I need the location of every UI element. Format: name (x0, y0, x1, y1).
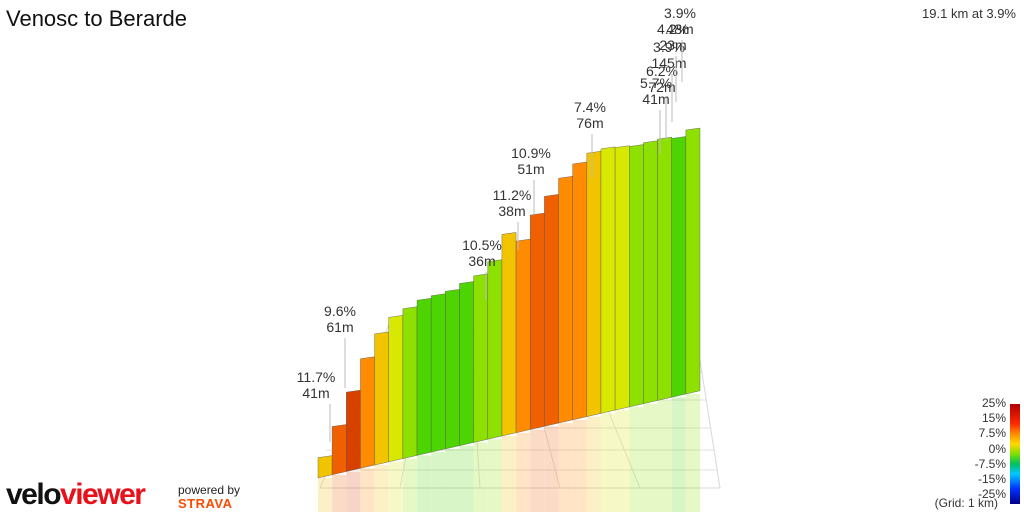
profile-segment (614, 145, 630, 411)
legend-label: 0% (988, 441, 1006, 456)
climb-grade-label: 3.9% (664, 5, 696, 21)
reflection-segment (544, 426, 559, 512)
profile-segments (317, 127, 701, 479)
reflection-segment (360, 468, 375, 512)
profile-segment (657, 136, 672, 401)
reflection-segment (530, 429, 545, 512)
climb-elevation-label: 41m (302, 385, 329, 401)
reflection-segment (459, 445, 474, 512)
climb-elevation-label: 72m (648, 79, 675, 95)
profile-segment (487, 259, 503, 440)
reflection-segment (445, 448, 460, 512)
climb-grade-label: 3.9% (653, 39, 685, 55)
climb-summary: 19.1 km at 3.9% (922, 6, 1016, 21)
climb-grade-label: 11.2% (493, 187, 532, 203)
chart-title: Venosc to Berarde (6, 6, 188, 31)
profile-segment (586, 150, 602, 417)
reflection-segment (586, 416, 601, 512)
climb-elevation-label: 38m (498, 203, 525, 219)
gradient-legend-labels: 25% 15% 7.5% 0% -7.5% -15% -25% (946, 396, 1006, 502)
reflection-segment (318, 478, 333, 512)
veloviewer-logo[interactable]: veloviewer (6, 478, 146, 512)
legend-label: -15% (977, 471, 1006, 486)
climb-elevation-label: 48m (666, 21, 693, 37)
profile-segment (317, 455, 333, 479)
reflection-segment (501, 436, 517, 512)
reflection-segment (600, 413, 616, 512)
climb-elevation-label: 76m (576, 115, 603, 131)
reflection-segment (473, 442, 488, 512)
legend-label: 7.5% (978, 426, 1006, 441)
climb-elevation-label: 41m (642, 91, 669, 107)
reflection-segment (516, 432, 531, 512)
powered-by-text: powered by (178, 483, 241, 497)
gradient-legend-bar (1010, 404, 1020, 504)
climb-grade-label: 10.5% (462, 237, 502, 253)
climb-grade-label: 10.9% (511, 145, 551, 161)
climb-annotations: 11.7%41m9.6%61m10.5%36m11.2%38m10.9%51m7… (297, 5, 696, 442)
reflection-segment (374, 465, 389, 512)
climb-grade-label: 5.7% (640, 75, 672, 91)
reflection-segment (629, 406, 644, 512)
profile-segment (544, 194, 559, 427)
legend-label: -25% (977, 487, 1006, 502)
climb-elevation-label: 145m (651, 55, 686, 71)
strava-logo[interactable]: STRAVA (178, 496, 233, 511)
climb-elevation-label: 51m (517, 161, 544, 177)
profile-segment (671, 136, 687, 398)
profile-segment (558, 176, 573, 424)
reflection-segment (558, 423, 573, 512)
profile-segment (388, 315, 404, 463)
reflection-segment (572, 419, 587, 512)
reflection-segment (657, 400, 672, 512)
profile-segment (374, 331, 389, 466)
profile-segment (572, 161, 588, 421)
profile-segment (629, 144, 644, 408)
climb-elevation-label: 36m (468, 253, 495, 269)
profile-reflection (318, 394, 700, 512)
reflection-segment (643, 403, 658, 512)
profile-segment (331, 424, 347, 476)
profile-segment (459, 281, 474, 446)
reflection-segment (671, 397, 686, 512)
profile-segment (346, 389, 361, 472)
climb-elevation-label: 61m (326, 319, 353, 335)
profile-segment (600, 146, 616, 414)
legend-label: 15% (981, 411, 1006, 426)
climb-grade-label: 9.6% (324, 303, 356, 319)
reflection-segment (487, 439, 502, 512)
climb-grade-label: 4.2% (657, 21, 689, 37)
climb-grade-label: 6.2% (646, 63, 678, 79)
logo-part-2: viewer (60, 478, 146, 511)
reflection-segment (417, 455, 432, 512)
profile-segment (445, 289, 460, 450)
legend-label: 25% (981, 396, 1006, 410)
profile-segment (360, 356, 375, 469)
reflection-segment (431, 452, 446, 512)
climb-grade-label: 11.7% (297, 369, 336, 385)
climb-grade-label: 7.4% (574, 99, 606, 115)
climb-elevation-label: 23m (659, 37, 686, 53)
logo-part-1: velo (6, 478, 62, 511)
reflection-segment (332, 474, 347, 512)
profile-segment (416, 298, 432, 456)
reflection-segment (402, 458, 418, 512)
profile-segment (501, 232, 517, 437)
reflection-segment (615, 410, 630, 512)
reflection-segment (346, 471, 361, 512)
legend-label: -7.5% (974, 456, 1006, 471)
profile-segment (402, 306, 418, 459)
profile-segment (643, 140, 658, 404)
reflection-segment (388, 461, 403, 512)
profile-segment (430, 293, 446, 453)
grid-note: (Grid: 1 km) (934, 496, 998, 510)
profile-segment (685, 127, 701, 395)
profile-segment (530, 212, 545, 430)
profile-segment (515, 238, 531, 434)
reflection-segment (685, 394, 700, 512)
